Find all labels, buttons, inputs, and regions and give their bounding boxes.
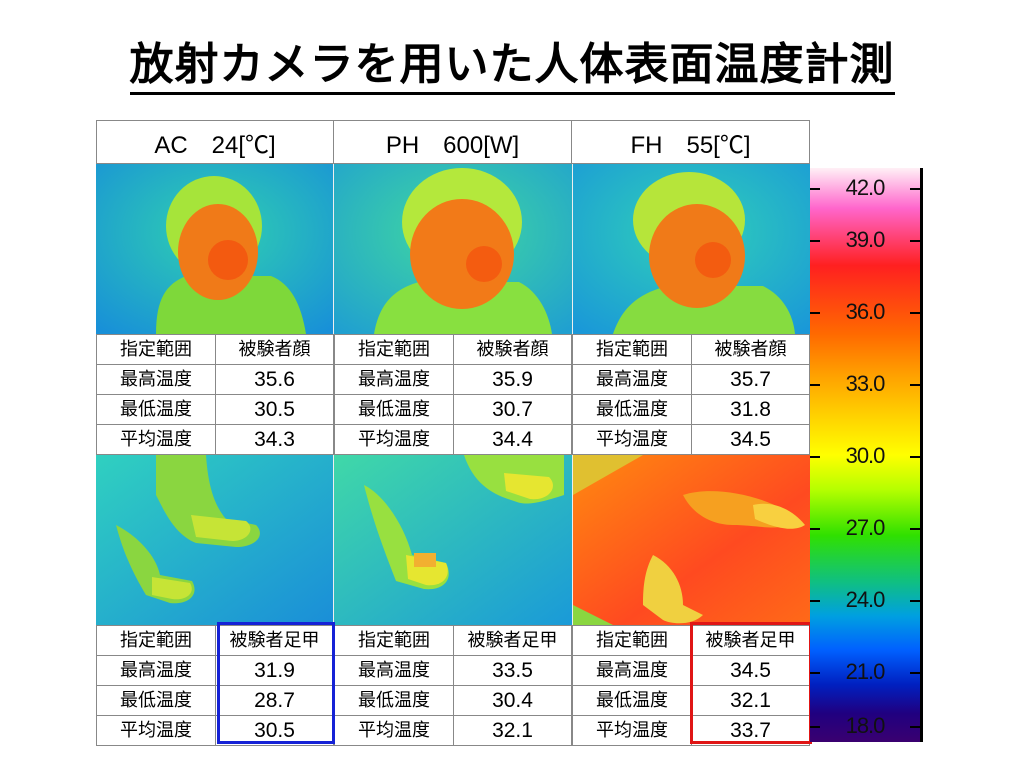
face-table-fh: 指定範囲 被験者顔 最高温度 35.7 最低温度 31.8 平均温度 34.5 — [572, 334, 810, 455]
color-scale-bar — [810, 168, 923, 742]
header-ph: PH 600[W] — [334, 120, 572, 164]
scale-tick — [810, 456, 920, 458]
avg-value: 33.7 — [691, 715, 810, 746]
feet-tables: 指定範囲 被験者足甲 最高温度 31.9 最低温度 28.7 平均温度 30.5 指定範… — [96, 625, 810, 746]
thermal-face-fh — [571, 164, 810, 334]
min-label: 最低温度 — [572, 685, 692, 716]
thermal-feet-ph — [333, 455, 572, 625]
range-label: 指定範囲 — [334, 625, 454, 656]
face-table-ph: 指定範囲 被験者顔 最高温度 35.9 最低温度 30.7 平均温度 34.4 — [334, 334, 572, 455]
feet-images — [96, 455, 810, 625]
scale-label: 21.0 — [845, 659, 886, 684]
range-label: 指定範囲 — [96, 625, 216, 656]
scale-label: 27.0 — [845, 515, 886, 540]
scale-label: 39.0 — [845, 227, 886, 252]
thermal-face-ph — [333, 164, 572, 334]
max-value: 35.7 — [691, 364, 810, 395]
scale-tick — [810, 528, 920, 530]
min-value: 28.7 — [215, 685, 334, 716]
target-cell: 被験者足甲 — [453, 625, 572, 656]
min-label: 最低温度 — [334, 394, 454, 425]
max-value: 34.5 — [691, 655, 810, 686]
scale-tick — [810, 672, 920, 674]
thermal-face-ac — [96, 164, 334, 334]
scale-tick — [810, 726, 920, 728]
scale-tick — [810, 188, 920, 190]
min-value: 30.5 — [215, 394, 334, 425]
scale-tick — [810, 312, 920, 314]
max-label: 最高温度 — [334, 364, 454, 395]
range-label: 指定範囲 — [572, 625, 692, 656]
avg-label: 平均温度 — [334, 715, 454, 746]
target-cell: 被験者顔 — [453, 334, 572, 365]
scale-tick — [810, 384, 920, 386]
header-fh: FH 55[℃] — [572, 120, 810, 164]
range-label: 指定範囲 — [334, 334, 454, 365]
avg-label: 平均温度 — [96, 715, 216, 746]
feet-table-fh: 指定範囲 被験者足甲 最高温度 34.5 最低温度 32.1 平均温度 33.7 — [572, 625, 810, 746]
scale-label: 24.0 — [845, 587, 886, 612]
range-label: 指定範囲 — [572, 334, 692, 365]
min-label: 最低温度 — [96, 394, 216, 425]
min-value: 32.1 — [691, 685, 810, 716]
header-ac: AC 24[℃] — [96, 120, 334, 164]
avg-value: 34.4 — [453, 424, 572, 455]
target-cell: 被験者足甲 — [691, 625, 810, 656]
avg-label: 平均温度 — [572, 715, 692, 746]
scale-label: 36.0 — [845, 299, 886, 324]
max-label: 最高温度 — [334, 655, 454, 686]
target-cell: 被験者足甲 — [215, 625, 334, 656]
min-value: 31.8 — [691, 394, 810, 425]
temperature-scale: 42.0 39.0 36.0 33.0 30.0 27.0 24.0 21.0 … — [810, 160, 924, 742]
min-label: 最低温度 — [572, 394, 692, 425]
scale-tick — [810, 600, 920, 602]
avg-value: 34.5 — [691, 424, 810, 455]
scale-label: 18.0 — [845, 713, 886, 738]
scale-label: 33.0 — [845, 371, 886, 396]
avg-label: 平均温度 — [572, 424, 692, 455]
max-label: 最高温度 — [96, 655, 216, 686]
max-label: 最高温度 — [572, 364, 692, 395]
max-value: 33.5 — [453, 655, 572, 686]
avg-label: 平均温度 — [96, 424, 216, 455]
face-tables: 指定範囲 被験者顔 最高温度 35.6 最低温度 30.5 平均温度 34.3 指定範囲… — [96, 334, 810, 455]
avg-value: 32.1 — [453, 715, 572, 746]
thermal-grid: AC 24[℃] PH 600[W] FH 55[℃] — [96, 120, 810, 746]
target-cell: 被験者顔 — [691, 334, 810, 365]
min-value: 30.4 — [453, 685, 572, 716]
min-label: 最低温度 — [334, 685, 454, 716]
feet-table-ph: 指定範囲 被験者足甲 最高温度 33.5 最低温度 30.4 平均温度 32.1 — [334, 625, 572, 746]
max-value: 35.9 — [453, 364, 572, 395]
target-cell: 被験者顔 — [215, 334, 334, 365]
max-value: 35.6 — [215, 364, 334, 395]
max-label: 最高温度 — [96, 364, 216, 395]
min-value: 30.7 — [453, 394, 572, 425]
face-table-ac: 指定範囲 被験者顔 最高温度 35.6 最低温度 30.5 平均温度 34.3 — [96, 334, 334, 455]
condition-headers: AC 24[℃] PH 600[W] FH 55[℃] — [96, 120, 810, 164]
slide-title: 放射カメラを用いた人体表面温度計測 — [0, 28, 1024, 95]
avg-value: 34.3 — [215, 424, 334, 455]
min-label: 最低温度 — [96, 685, 216, 716]
thermal-feet-fh — [571, 455, 810, 625]
max-label: 最高温度 — [572, 655, 692, 686]
feet-table-ac: 指定範囲 被験者足甲 最高温度 31.9 最低温度 28.7 平均温度 30.5 — [96, 625, 334, 746]
avg-label: 平均温度 — [334, 424, 454, 455]
avg-value: 30.5 — [215, 715, 334, 746]
max-value: 31.9 — [215, 655, 334, 686]
scale-tick — [810, 240, 920, 242]
scale-label: 42.0 — [845, 175, 886, 200]
face-images — [96, 164, 810, 334]
scale-label: 30.0 — [845, 443, 886, 468]
thermal-feet-ac — [96, 455, 334, 625]
range-label: 指定範囲 — [96, 334, 216, 365]
